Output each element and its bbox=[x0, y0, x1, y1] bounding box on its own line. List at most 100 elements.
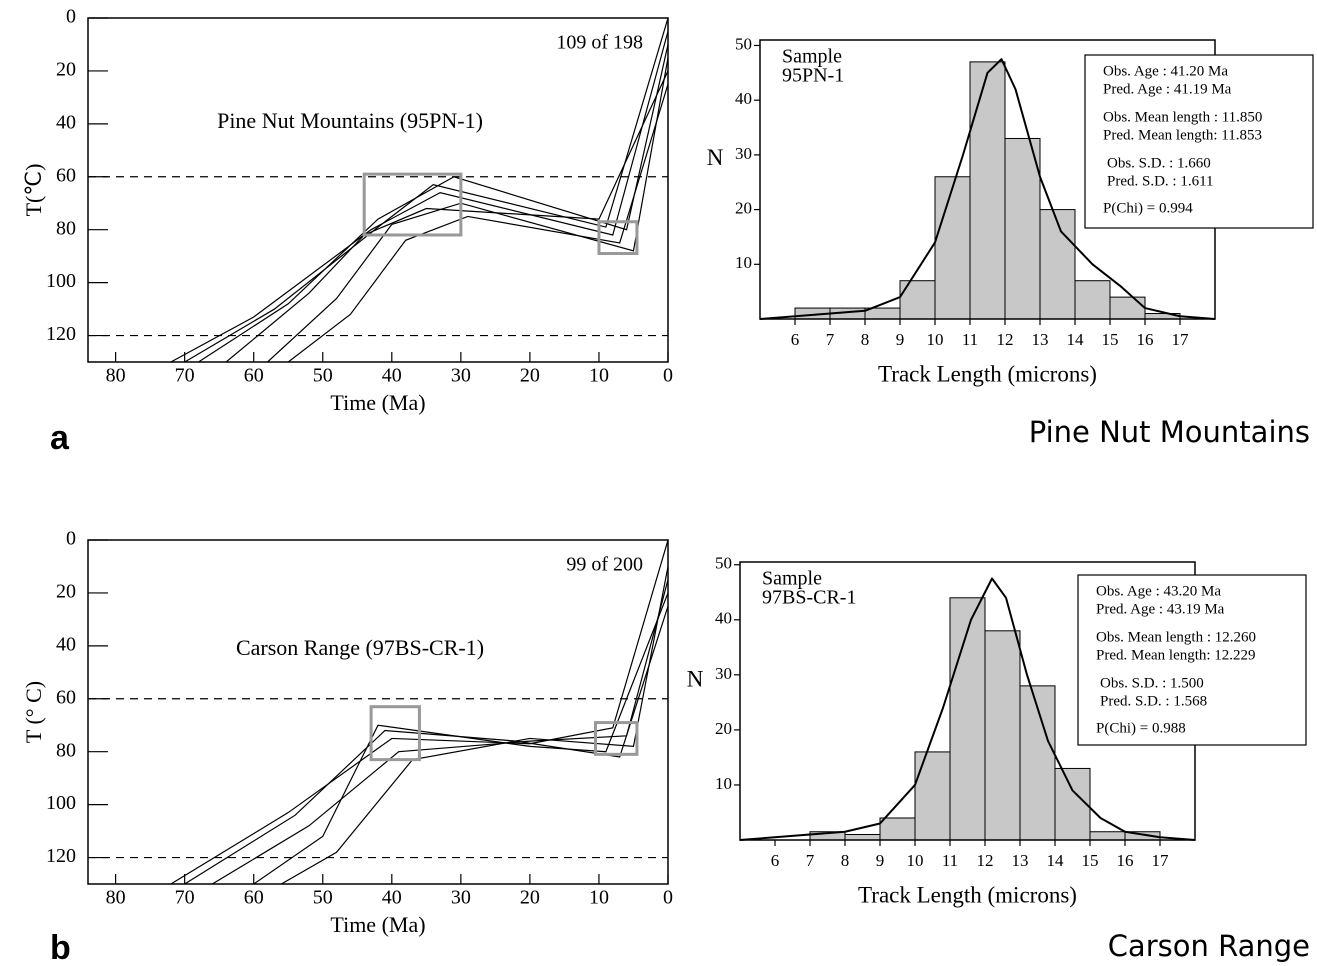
region-title: Pine Nut Mountains bbox=[1029, 415, 1310, 449]
info-line: Pred. Age : 41.19 Ma bbox=[1103, 81, 1232, 97]
y-tick-label: 80 bbox=[56, 739, 76, 761]
bar bbox=[1054, 767, 1091, 841]
x-tick-label: 16 bbox=[1117, 851, 1134, 870]
y-tick-label: 40 bbox=[715, 609, 732, 628]
tt-path bbox=[225, 70, 668, 362]
x-tick-label: 20 bbox=[520, 887, 540, 909]
x-tick-label: 10 bbox=[589, 365, 609, 387]
info-line: Obs. Mean length : 11.850 bbox=[1103, 109, 1262, 125]
bar bbox=[1004, 137, 1041, 320]
annotation: Carson Range (97BS-CR-1) bbox=[236, 635, 484, 660]
plot-area bbox=[170, 18, 668, 362]
x-tick-label: 15 bbox=[1082, 851, 1099, 870]
panel-label: a bbox=[50, 419, 70, 457]
x-tick-label: 50 bbox=[313, 887, 333, 909]
sample-label: 97BS-CR-1 bbox=[762, 587, 856, 609]
bar bbox=[844, 833, 881, 841]
x-tick-label: 7 bbox=[806, 851, 815, 870]
sample-label: Sample bbox=[762, 568, 822, 590]
y-tick-label: 50 bbox=[735, 34, 752, 53]
panel-label: b bbox=[50, 929, 71, 966]
constraint-box bbox=[594, 721, 639, 756]
y-tick-label: 120 bbox=[46, 323, 76, 345]
x-tick-label: 50 bbox=[313, 365, 333, 387]
y-tick-label: 0 bbox=[66, 528, 76, 550]
info-line: Obs. S.D. : 1.660 bbox=[1107, 155, 1211, 171]
x-tick-label: 40 bbox=[382, 887, 402, 909]
x-tick-label: 9 bbox=[896, 330, 905, 349]
constraint-box bbox=[362, 172, 463, 237]
tt-path bbox=[184, 18, 668, 362]
bar bbox=[934, 176, 971, 320]
x-tick-label: 80 bbox=[106, 365, 126, 387]
info-line: Obs. Age : 43.20 Ma bbox=[1096, 583, 1221, 599]
y-tick-label: 30 bbox=[715, 664, 732, 683]
x-tick-label: 12 bbox=[977, 851, 994, 870]
constraint-box bbox=[369, 705, 421, 762]
y-tick-label: 120 bbox=[46, 845, 76, 867]
y-tick-label: 100 bbox=[46, 270, 76, 292]
counter: 109 of 198 bbox=[556, 32, 643, 54]
bar bbox=[899, 280, 936, 320]
tt-path bbox=[287, 83, 668, 362]
y-tick-label: 20 bbox=[715, 719, 732, 738]
tt-path bbox=[198, 44, 668, 362]
predicted-curve bbox=[739, 577, 1196, 841]
x-tick-label: 30 bbox=[451, 887, 471, 909]
x-tick-label: 70 bbox=[175, 365, 195, 387]
sample-label: Sample bbox=[782, 46, 842, 68]
info-line: Obs. Mean length : 12.260 bbox=[1096, 629, 1256, 645]
predicted-curve bbox=[759, 58, 1216, 320]
x-tick-label: 8 bbox=[861, 330, 870, 349]
bar bbox=[949, 597, 986, 841]
x-tick-label: 30 bbox=[451, 365, 471, 387]
x-tick-label: 6 bbox=[791, 330, 800, 349]
y-tick-label: 60 bbox=[56, 686, 76, 708]
x-tick-label: 16 bbox=[1137, 330, 1154, 349]
y-axis-label: T(℃) bbox=[21, 164, 46, 217]
bar bbox=[1109, 296, 1146, 320]
info-line: Pred. S.D. : 1.611 bbox=[1107, 173, 1214, 189]
x-tick-label: 9 bbox=[876, 851, 885, 870]
y-tick-label: 10 bbox=[715, 774, 732, 793]
x-tick-label: 40 bbox=[382, 365, 402, 387]
tt-path bbox=[267, 57, 668, 362]
y-tick-label: 20 bbox=[56, 581, 76, 603]
info-line: Obs. Age : 41.20 Ma bbox=[1103, 63, 1228, 79]
x-axis-label: Track Length (microns) bbox=[878, 361, 1097, 386]
tt-path bbox=[170, 540, 668, 884]
x-axis-label: Track Length (microns) bbox=[858, 882, 1077, 907]
x-tick-label: 0 bbox=[663, 365, 673, 387]
x-tick-label: 17 bbox=[1172, 330, 1190, 349]
frame bbox=[87, 17, 669, 363]
bar bbox=[914, 751, 951, 841]
x-tick-label: 12 bbox=[997, 330, 1014, 349]
x-tick-label: 0 bbox=[663, 887, 673, 909]
y-tick-label: 50 bbox=[715, 554, 732, 573]
x-tick-label: 14 bbox=[1047, 851, 1065, 870]
bar bbox=[879, 817, 916, 841]
constraint-box bbox=[597, 220, 639, 256]
x-tick-label: 17 bbox=[1152, 851, 1170, 870]
x-tick-label: 14 bbox=[1067, 330, 1085, 349]
y-axis-label: N bbox=[687, 666, 704, 691]
info-line: Obs. S.D. : 1.500 bbox=[1100, 675, 1204, 691]
x-tick-label: 8 bbox=[841, 851, 850, 870]
x-tick-label: 20 bbox=[520, 365, 540, 387]
bar bbox=[969, 61, 1006, 320]
bar bbox=[1019, 685, 1056, 841]
bar bbox=[1074, 280, 1111, 320]
annotation: Pine Nut Mountains (95PN-1) bbox=[217, 108, 483, 133]
info-line: Pred. Mean length: 11.853 bbox=[1103, 127, 1262, 143]
info-line: P(Chi) = 0.988 bbox=[1096, 720, 1186, 736]
x-tick-label: 80 bbox=[106, 887, 126, 909]
y-tick-label: 40 bbox=[735, 89, 752, 108]
x-tick-label: 10 bbox=[907, 851, 924, 870]
y-tick-label: 60 bbox=[56, 164, 76, 186]
info-box bbox=[1077, 574, 1307, 746]
x-tick-label: 60 bbox=[244, 887, 264, 909]
x-tick-label: 13 bbox=[1032, 330, 1049, 349]
info-box bbox=[1084, 54, 1314, 229]
y-axis-label: T (° C) bbox=[21, 681, 46, 743]
y-axis-label: N bbox=[707, 145, 724, 170]
